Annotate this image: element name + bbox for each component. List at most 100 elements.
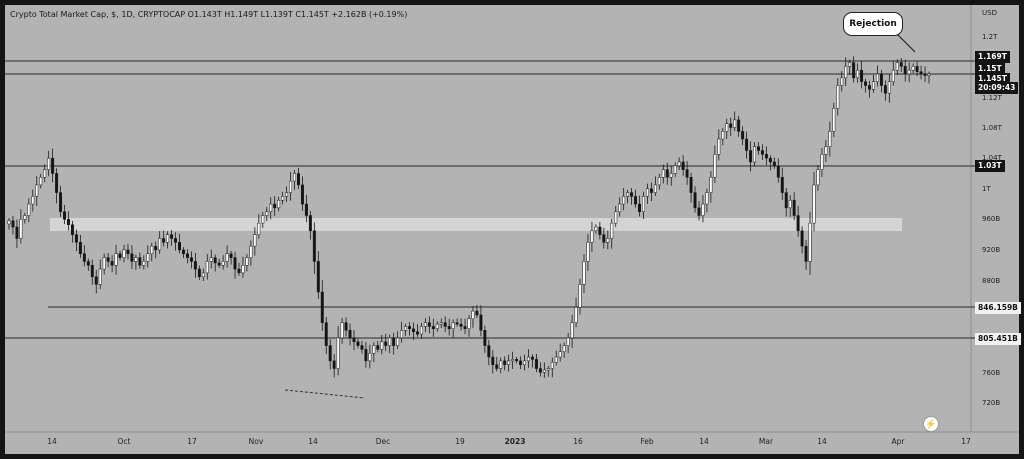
candle-body: [237, 268, 241, 274]
candle-body: [193, 261, 197, 270]
candle-body: [340, 322, 344, 339]
candle-body: [7, 220, 11, 225]
candle-body: [154, 245, 158, 251]
candle-body: [709, 177, 713, 193]
candle-body: [927, 73, 931, 76]
candle-body: [408, 326, 411, 329]
candle-body: [737, 119, 741, 132]
candle-body: [162, 238, 166, 243]
price-tick: 880B: [982, 277, 1001, 285]
candle-body: [376, 345, 380, 350]
candle-body: [118, 253, 122, 258]
candle-body: [745, 138, 749, 151]
candle-body: [923, 73, 927, 76]
candle-body: [891, 69, 895, 82]
candle-body: [899, 62, 903, 67]
candle-body: [804, 245, 808, 262]
candle-body: [653, 184, 657, 193]
candle-body: [392, 337, 396, 346]
candle-body: [578, 284, 582, 308]
candle-body: [289, 180, 293, 193]
candle-body: [757, 146, 760, 151]
candle-body: [554, 356, 558, 363]
time-tick: 16: [573, 437, 583, 446]
candle-body: [523, 360, 526, 365]
candle-body: [753, 146, 756, 163]
candle-body: [316, 261, 320, 293]
candle-body: [332, 360, 336, 369]
candle-body: [213, 257, 217, 264]
currency-label: USD: [982, 9, 997, 17]
candle-body: [86, 261, 90, 266]
candle-body: [558, 351, 562, 358]
candle-body: [661, 169, 665, 178]
candle-body: [657, 177, 661, 186]
candle-body: [388, 337, 392, 346]
candle-body: [800, 230, 804, 247]
candle-body: [792, 199, 796, 216]
candle-body: [201, 272, 205, 277]
candle-body: [907, 69, 911, 75]
candle-body: [919, 71, 923, 75]
candle-body: [459, 323, 463, 327]
candle-body: [380, 341, 384, 350]
candle-body: [328, 345, 332, 362]
price-tick: 1.2T: [982, 33, 998, 41]
candle-body: [626, 192, 630, 197]
candle-body: [344, 322, 348, 331]
candle-body: [911, 66, 915, 71]
candle-body: [705, 192, 709, 205]
candle-body: [451, 322, 455, 329]
price-label-103: 1.03T: [975, 160, 1005, 172]
candle-body: [764, 154, 768, 159]
candle-body: [788, 199, 792, 209]
candle-body: [273, 203, 277, 209]
candle-body: [499, 360, 503, 369]
candles-group: [7, 56, 931, 378]
candle-body: [78, 242, 82, 255]
candle-body: [396, 337, 400, 346]
candle-body: [602, 234, 606, 243]
candle-body: [431, 326, 435, 329]
time-tick: 17: [961, 437, 971, 446]
candle-body: [209, 257, 213, 262]
price-label-846: 846.159B: [975, 302, 1021, 314]
candle-body: [419, 326, 423, 335]
candle-body: [519, 360, 523, 365]
candle-body: [189, 257, 193, 262]
time-tick: 14: [308, 437, 318, 446]
candle-body: [471, 310, 475, 320]
price-tick: 1T: [982, 185, 991, 193]
candle-body: [491, 356, 495, 365]
candle-body: [70, 224, 74, 235]
candle-body: [324, 322, 328, 346]
candle-body: [649, 188, 653, 193]
candle-body: [713, 154, 717, 178]
candle-body: [824, 146, 828, 155]
candle-body: [166, 234, 170, 243]
candle-body: [39, 177, 43, 186]
candle-body: [860, 69, 864, 82]
candle-body: [915, 66, 919, 72]
candle-body: [106, 257, 110, 262]
candle-body: [178, 242, 181, 251]
candle-body: [749, 150, 753, 163]
time-tick: Feb: [640, 437, 654, 446]
candle-body: [808, 222, 812, 262]
bar-countdown: 20:09:43: [975, 82, 1019, 94]
candle-body: [895, 62, 899, 71]
price-tick: 720B: [982, 399, 1001, 407]
lightning-bolt-icon[interactable]: ⚡: [923, 416, 939, 432]
candle-body: [443, 322, 447, 327]
time-tick: 17: [187, 437, 197, 446]
candle-body: [31, 196, 35, 205]
candle-body: [582, 261, 586, 285]
candle-body: [614, 211, 618, 224]
candle-body: [269, 203, 273, 212]
candle-body: [356, 341, 360, 346]
candle-body: [610, 222, 614, 239]
candle-body: [110, 261, 114, 266]
candle-body: [689, 177, 693, 193]
candle-body: [562, 345, 566, 352]
